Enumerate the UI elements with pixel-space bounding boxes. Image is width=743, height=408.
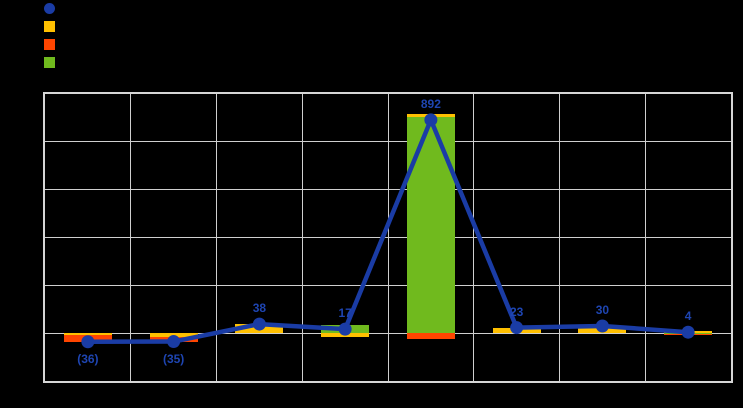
data-label: 30 [595,302,610,317]
line-marker-icon [681,325,695,339]
line-marker-icon [252,317,266,331]
data-label: 38 [252,301,267,316]
data-label: 892 [420,96,441,111]
gridline-vertical [473,94,475,381]
data-label: 4 [684,309,692,324]
orange-series-legend-square-icon [44,38,55,50]
green-series-legend-square-icon [44,56,55,68]
gridline-vertical [387,94,389,381]
legend-item-green-series [44,56,61,68]
chart-legend [44,2,61,68]
gridline-vertical [301,94,303,381]
data-label: 23 [509,304,524,319]
legend-item-line-series [44,2,61,14]
line-marker-icon [81,335,95,349]
gridline-vertical [130,94,132,381]
orange-bars-segment [406,333,455,339]
legend-item-orange-series [44,38,61,50]
legend-item-yellow-series [44,20,61,32]
yellow-bars-segment [63,333,112,336]
line-marker-icon [424,113,438,127]
net-line-path [85,117,691,345]
gridline-vertical [216,94,217,381]
data-label: 17 [338,306,352,321]
line-marker-icon [595,319,609,333]
gridline-vertical [559,94,560,381]
gridline-vertical [644,94,646,381]
line-series-layer [81,113,695,349]
line-marker-icon [338,322,352,336]
plot-area: (36) (35) 38 17 892 23 30 4 [43,92,733,383]
data-label: (36) [77,351,99,366]
line-marker-icon [167,335,181,349]
line-series-legend-circle-icon [44,2,55,14]
line-marker-icon [510,321,524,335]
yellow-bars-segment [149,333,198,337]
yellow-series-legend-square-icon [44,20,55,32]
data-label: (35) [162,351,185,366]
